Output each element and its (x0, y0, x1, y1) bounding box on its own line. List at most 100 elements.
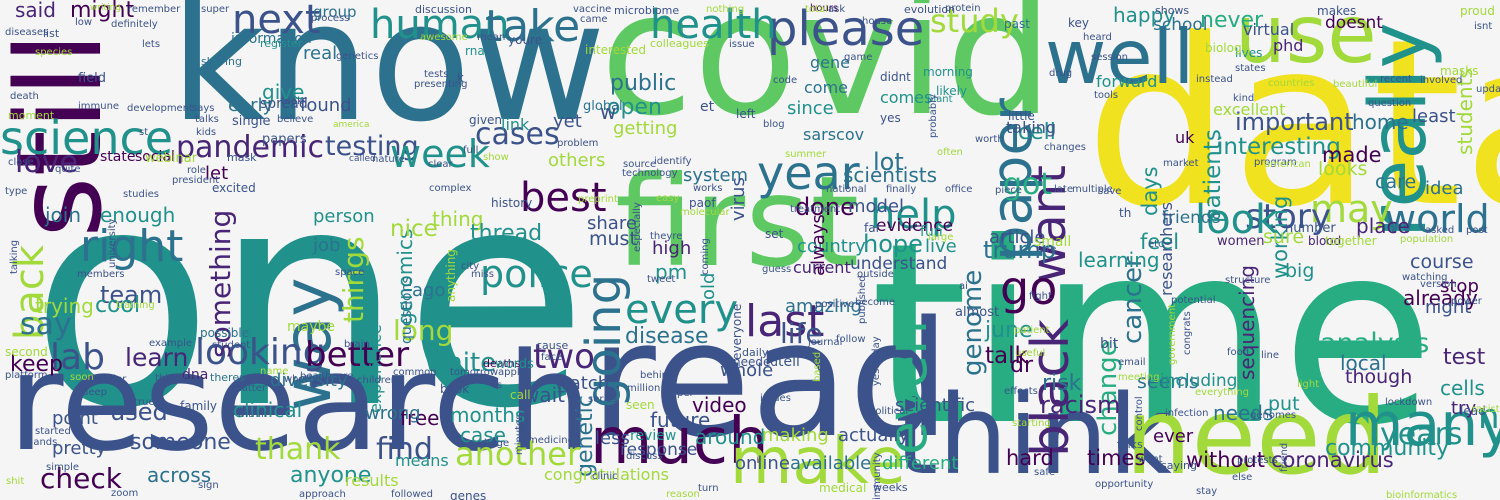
word-job: job (313, 235, 341, 256)
word-story: story (1245, 197, 1331, 237)
word-diversity: diversity (270, 370, 348, 391)
word-virus: virus (728, 177, 749, 221)
word-person: person (313, 206, 375, 227)
word-awesome: awesome (420, 32, 468, 43)
word-close: close (8, 157, 34, 168)
word-life: life (780, 317, 823, 350)
word-complex: complex (429, 183, 472, 194)
word-tomorrow: tomorrowapply (450, 367, 526, 378)
word-possible: possible (200, 326, 250, 340)
word-state: state (100, 149, 136, 165)
word-virtual: virtual (1243, 20, 1295, 39)
word-another: another (455, 435, 581, 473)
word-cases: cases (475, 117, 560, 152)
word-human: human (370, 2, 510, 48)
word-look: look (1195, 197, 1279, 243)
word-community: community (1325, 436, 1450, 461)
word-research: research (8, 324, 593, 481)
word-w: w (600, 100, 617, 124)
word-sarscov: sarscov (803, 125, 865, 144)
word-talking: talking (9, 239, 20, 274)
word-full: full (463, 145, 479, 156)
word-world: world (1385, 197, 1490, 241)
word-wrong: wrong (365, 403, 421, 424)
word-turn: turn (698, 483, 719, 494)
word-worth: worth (975, 134, 1004, 145)
word-used: used (110, 398, 168, 426)
word-discussion: discussion (415, 3, 473, 16)
word-makes: makes (1317, 4, 1357, 18)
word-evidence: evidence (876, 216, 954, 236)
word-recent: recent (1380, 74, 1412, 85)
word-etc: etc (1148, 239, 1164, 250)
word-across: across (147, 463, 212, 487)
word-protests: protests (1237, 455, 1278, 466)
word-technology: technology (622, 168, 678, 179)
word-called: called (349, 154, 376, 164)
word-yes: yes (880, 111, 901, 125)
word-children: children (357, 375, 398, 386)
word-thread: thread (470, 221, 543, 246)
word-asked: asked (1425, 225, 1455, 236)
word-congratulations: congratulations (544, 465, 669, 484)
word-anything: anything (444, 249, 458, 302)
word-kids: kids (196, 127, 217, 138)
word-almost: almost (955, 305, 1000, 320)
word-type: type (5, 186, 28, 197)
word-piece: piece (995, 185, 1022, 196)
word-genomes: genomes (1250, 410, 1297, 421)
word-think: think (895, 371, 1172, 499)
word-species: species (35, 47, 73, 58)
word-guess: guess (762, 264, 792, 275)
word-course: course (1410, 251, 1474, 273)
word-identify: identify (654, 156, 692, 167)
word-family: family (180, 399, 218, 413)
word-development: development (127, 103, 193, 114)
word-model: model (848, 196, 905, 217)
word-et: et (700, 99, 715, 115)
word-analysis: analysis (1320, 328, 1430, 359)
word-never: never (1200, 8, 1264, 33)
word-history: history (491, 196, 533, 210)
word-trump: trump (983, 236, 1057, 264)
word-save: save (1098, 186, 1122, 197)
word-protein: protein (945, 3, 981, 14)
word-book: book (440, 382, 470, 396)
word-home: home (1352, 110, 1409, 134)
word-school: school (1153, 15, 1208, 35)
word-local: local (1340, 351, 1387, 375)
word-congrats: congrats (1182, 311, 1193, 355)
word-summer: summer (785, 149, 827, 160)
word-biology: biology (1205, 41, 1249, 55)
word-university: university (107, 218, 118, 268)
word-happy: happy (1113, 3, 1176, 27)
word-matter: matter (232, 383, 266, 394)
word-super: super (201, 4, 230, 15)
word-outside: outside (857, 269, 894, 280)
word-moment: moment (8, 109, 55, 122)
word-fun: fun (920, 224, 943, 240)
word-patient: patient (1014, 325, 1050, 336)
word-stop: stop (1440, 276, 1479, 297)
word-studies: studies (123, 189, 159, 200)
word-women: women (1217, 234, 1265, 249)
word-lets: lets (142, 39, 161, 50)
word-ai: ai (959, 281, 968, 292)
word-little: little (1008, 109, 1035, 123)
word-real: real (303, 43, 338, 64)
word-evolution: evolution (904, 3, 956, 16)
word-colleagues: colleagues (650, 37, 709, 50)
word-yesterday: yesterday (871, 336, 882, 386)
word-field: field (78, 71, 107, 86)
word-scientific: scientific (895, 395, 976, 416)
word-better: better (305, 335, 410, 375)
word-likely: likely (936, 84, 968, 98)
word-youre: youre (508, 33, 543, 47)
word-lead: lead (1460, 404, 1486, 418)
word-love: love (15, 145, 78, 180)
word-believe: believe (277, 114, 314, 125)
word-enough: enough (100, 203, 176, 227)
word-try: try (1451, 398, 1477, 419)
word-st: st (139, 127, 149, 138)
word-safe: safe (1034, 467, 1056, 478)
